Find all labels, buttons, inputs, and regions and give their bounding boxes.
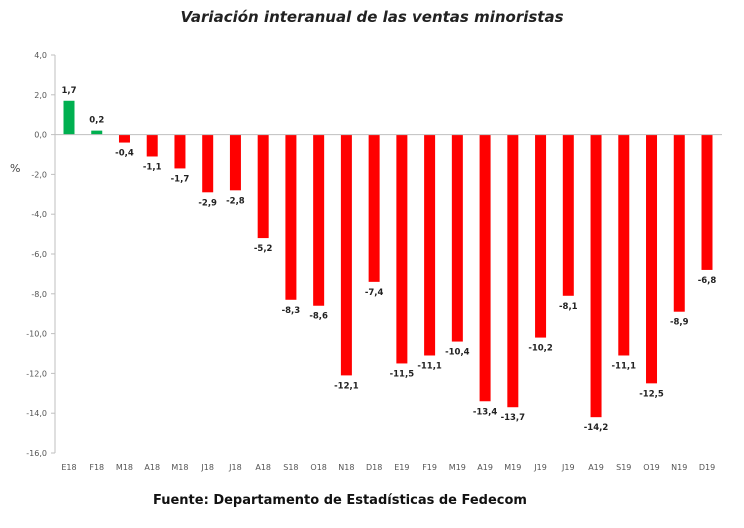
data-label: -2,8 [226, 196, 245, 206]
data-label: -12,5 [639, 389, 664, 399]
y-tick-label: -14,0 [26, 409, 47, 418]
data-label: -11,1 [612, 361, 637, 371]
bar [701, 134, 713, 270]
bar [507, 134, 519, 408]
bar [535, 134, 547, 338]
x-tick-label: S18 [283, 463, 298, 472]
x-tick-label: M19 [504, 463, 521, 472]
x-tick-label: M19 [449, 463, 466, 472]
x-tick-label: F19 [422, 463, 437, 472]
bar [590, 134, 602, 418]
y-tick-label: -4,0 [31, 210, 47, 219]
bar [673, 134, 685, 312]
data-label: -13,4 [473, 407, 498, 417]
chart-title: Variación interanual de las ventas minor… [180, 8, 564, 26]
bar [479, 134, 491, 402]
data-label: -8,3 [282, 306, 301, 316]
y-tick-label: -10,0 [26, 330, 47, 339]
bar [313, 134, 325, 306]
data-label: -12,1 [334, 381, 359, 391]
bar [146, 134, 158, 157]
x-tick-label: E18 [61, 463, 76, 472]
bar [396, 134, 408, 364]
bar [202, 134, 214, 193]
x-tick-label: O18 [310, 463, 326, 472]
x-tick-label: M18 [116, 463, 133, 472]
bar [646, 134, 658, 384]
data-label: -6,8 [698, 276, 717, 286]
data-label: -13,7 [501, 413, 526, 423]
y-tick-label: -2,0 [31, 170, 47, 179]
bar [285, 134, 297, 300]
data-label: -10,2 [528, 344, 553, 354]
bar [451, 134, 463, 342]
data-label: -8,6 [309, 312, 328, 322]
x-tick-label: D19 [699, 463, 715, 472]
x-tick-label: M18 [171, 463, 188, 472]
data-label: -1,7 [171, 174, 190, 184]
data-label: -11,1 [417, 361, 442, 371]
y-tick-label: -12,0 [26, 369, 47, 378]
x-tick-label: A18 [255, 463, 271, 472]
chart-source: Fuente: Departamento de Estadísticas de … [153, 493, 527, 508]
data-label: -8,1 [559, 302, 578, 312]
bar [174, 134, 186, 169]
bar [618, 134, 630, 356]
y-tick-label: 0,0 [34, 131, 47, 140]
data-label: -1,1 [143, 162, 162, 172]
x-tick-label: E19 [394, 463, 409, 472]
bar [118, 134, 130, 143]
y-tick-label: -16,0 [26, 449, 47, 458]
bar [340, 134, 352, 376]
data-label: -7,4 [365, 288, 384, 298]
y-tick-label: -6,0 [31, 250, 47, 259]
bar [63, 100, 75, 135]
bar [257, 134, 269, 239]
x-tick-label: S19 [616, 463, 631, 472]
bar [424, 134, 436, 356]
data-label: -0,4 [115, 149, 134, 159]
y-axis-label: % [10, 162, 20, 175]
bar [368, 134, 380, 282]
data-label: 0,2 [89, 116, 104, 126]
x-tick-label: N18 [338, 463, 354, 472]
x-tick-label: N19 [671, 463, 687, 472]
data-label: -2,9 [198, 198, 217, 208]
data-label: 1,7 [61, 86, 76, 96]
x-tick-label: A19 [588, 463, 604, 472]
x-tick-label: J18 [200, 463, 214, 472]
data-label: -14,2 [584, 423, 609, 433]
data-label: -8,9 [670, 318, 689, 328]
data-label: -5,2 [254, 244, 273, 254]
y-tick-label: 2,0 [34, 91, 47, 100]
x-tick-label: D18 [366, 463, 382, 472]
y-tick-label: 4,0 [34, 51, 47, 60]
x-tick-label: O19 [643, 463, 659, 472]
bar [562, 134, 574, 296]
y-tick-label: -8,0 [31, 290, 47, 299]
x-tick-label: F18 [89, 463, 104, 472]
x-tick-label: A18 [144, 463, 160, 472]
data-label: -10,4 [445, 348, 470, 358]
x-tick-label: A19 [477, 463, 493, 472]
bar [91, 130, 103, 135]
bar [229, 134, 241, 191]
x-tick-label: J19 [533, 463, 547, 472]
data-label: -11,5 [390, 369, 415, 379]
x-tick-label: J18 [228, 463, 242, 472]
x-tick-label: J19 [561, 463, 575, 472]
